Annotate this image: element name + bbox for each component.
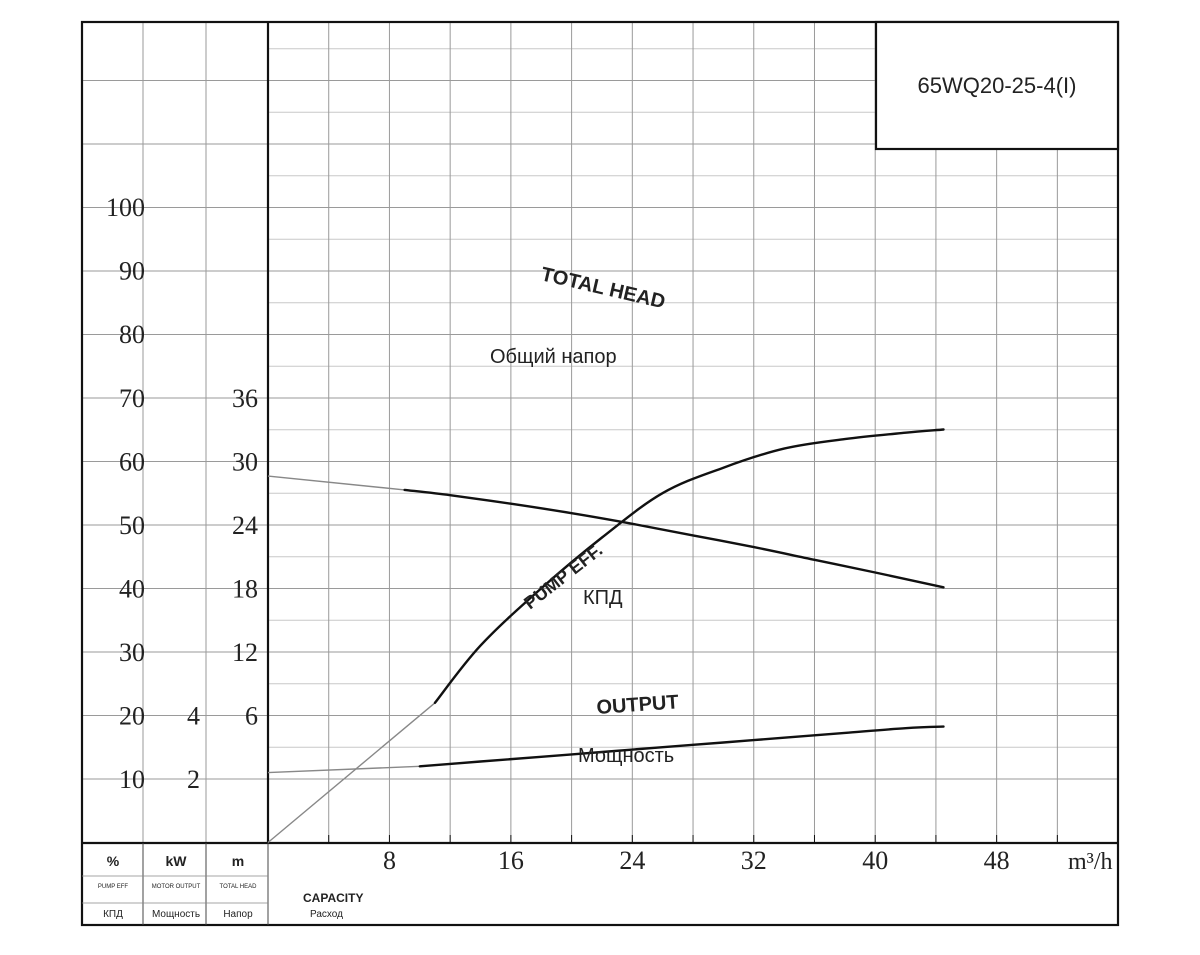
x-tick-label: 32: [741, 846, 767, 875]
eff-tick-label: 90: [119, 257, 145, 286]
footer-head-ru: Напор: [223, 909, 253, 920]
eff-tick-label: 10: [119, 765, 145, 794]
eff-tick-label: 30: [119, 638, 145, 667]
x-tick-label: 16: [498, 846, 524, 875]
eff-tick-label: 40: [119, 574, 145, 603]
x-unit-label: m³/h: [1068, 849, 1113, 875]
chart-title: 65WQ20-25-4(I): [918, 73, 1077, 98]
eff-tick-label: 80: [119, 320, 145, 349]
x-tick-label: 24: [619, 846, 645, 875]
curve-extension-efficiency: [267, 702, 436, 844]
eff-tick-label: 20: [119, 701, 145, 730]
footer-head-unit: m: [232, 853, 244, 869]
footer-power-abbr: MOTOR OUTPUT: [152, 884, 201, 890]
footer-head-abbr: TOTAL HEAD: [220, 884, 258, 890]
curve-extension-head: [267, 475, 405, 491]
x-tick-label: 40: [862, 846, 888, 875]
curve-efficiency: [433, 428, 945, 704]
power-tick-label: 2: [187, 765, 200, 794]
eff-tick-label: 60: [119, 447, 145, 476]
x-tick-label: 8: [383, 846, 396, 875]
footer-eff-abbr: PUMP EFF: [98, 884, 129, 890]
head-tick-label: 30: [232, 447, 258, 476]
chart-frame: [80, 20, 1120, 927]
power-tick-label: 4: [187, 701, 200, 730]
curve-power: [418, 725, 945, 768]
power-curve-label-ru: Мощность: [578, 745, 674, 767]
footer-eff-ru: КПД: [103, 909, 123, 920]
head-tick-label: 36: [232, 384, 258, 413]
head-tick-label: 18: [232, 574, 258, 603]
footer-capacity-ru: Расход: [310, 909, 343, 920]
eff-tick-label: 50: [119, 511, 145, 540]
curve-extension-power: [267, 765, 420, 774]
footer-power-unit: kW: [166, 853, 188, 869]
eff-tick-label: 100: [106, 193, 145, 222]
head-tick-label: 6: [245, 701, 258, 730]
head-curve-label-ru: Общий напор: [490, 346, 617, 368]
footer-power-ru: Мощность: [152, 909, 200, 920]
head-tick-label: 12: [232, 638, 258, 667]
curve-head: [403, 488, 945, 589]
footer-capacity-en: CAPACITY: [303, 891, 363, 905]
title-box: [874, 20, 1120, 151]
x-tick-label: 48: [984, 846, 1010, 875]
head-tick-label: 24: [232, 511, 258, 540]
eff-curve-label-ru: КПД: [583, 587, 623, 609]
curves-layer: [267, 428, 945, 844]
eff-tick-label: 70: [119, 384, 145, 413]
footer-eff-unit: %: [107, 853, 120, 869]
power-curve-label: OUTPUT: [596, 691, 680, 719]
